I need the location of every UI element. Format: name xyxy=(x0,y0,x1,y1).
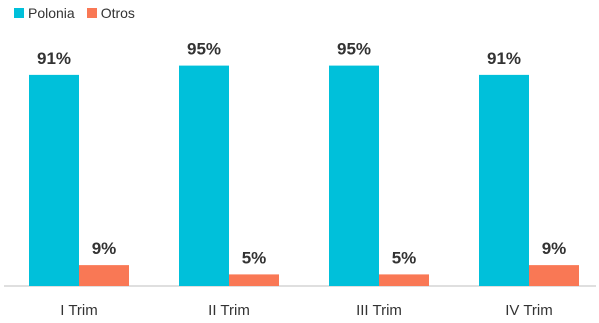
legend-swatch-polonia xyxy=(14,8,24,18)
x-tick-label-4: IV Trim xyxy=(505,302,553,319)
x-tick-label-2: II Trim xyxy=(208,302,250,319)
x-tick-label-1: I Trim xyxy=(60,302,98,319)
data-label-polonia-4: 91% xyxy=(487,49,521,68)
bar-otros-1 xyxy=(79,265,129,286)
data-label-polonia-2: 95% xyxy=(187,40,221,59)
bar-polonia-2 xyxy=(179,65,229,286)
legend: Polonia Otros xyxy=(14,5,147,21)
legend-label-polonia: Polonia xyxy=(28,5,75,21)
data-label-otros-3: 5% xyxy=(392,248,417,267)
data-label-otros-2: 5% xyxy=(242,248,267,267)
data-label-polonia-1: 91% xyxy=(37,49,71,68)
x-tick-label-3: III Trim xyxy=(356,302,402,319)
legend-swatch-otros xyxy=(86,8,97,18)
data-label-otros-4: 9% xyxy=(542,239,567,258)
legend-item-otros: Otros xyxy=(86,5,135,21)
bar-otros-2 xyxy=(229,274,279,286)
data-label-otros-1: 9% xyxy=(92,239,117,258)
legend-item-polonia: Polonia xyxy=(14,5,75,21)
bar-otros-3 xyxy=(379,274,429,286)
legend-label-otros: Otros xyxy=(100,5,135,21)
bar-otros-4 xyxy=(529,265,579,286)
bar-polonia-4 xyxy=(479,74,529,286)
bar-polonia-1 xyxy=(29,74,79,286)
bar-polonia-3 xyxy=(329,65,379,286)
data-label-polonia-3: 95% xyxy=(337,40,371,59)
